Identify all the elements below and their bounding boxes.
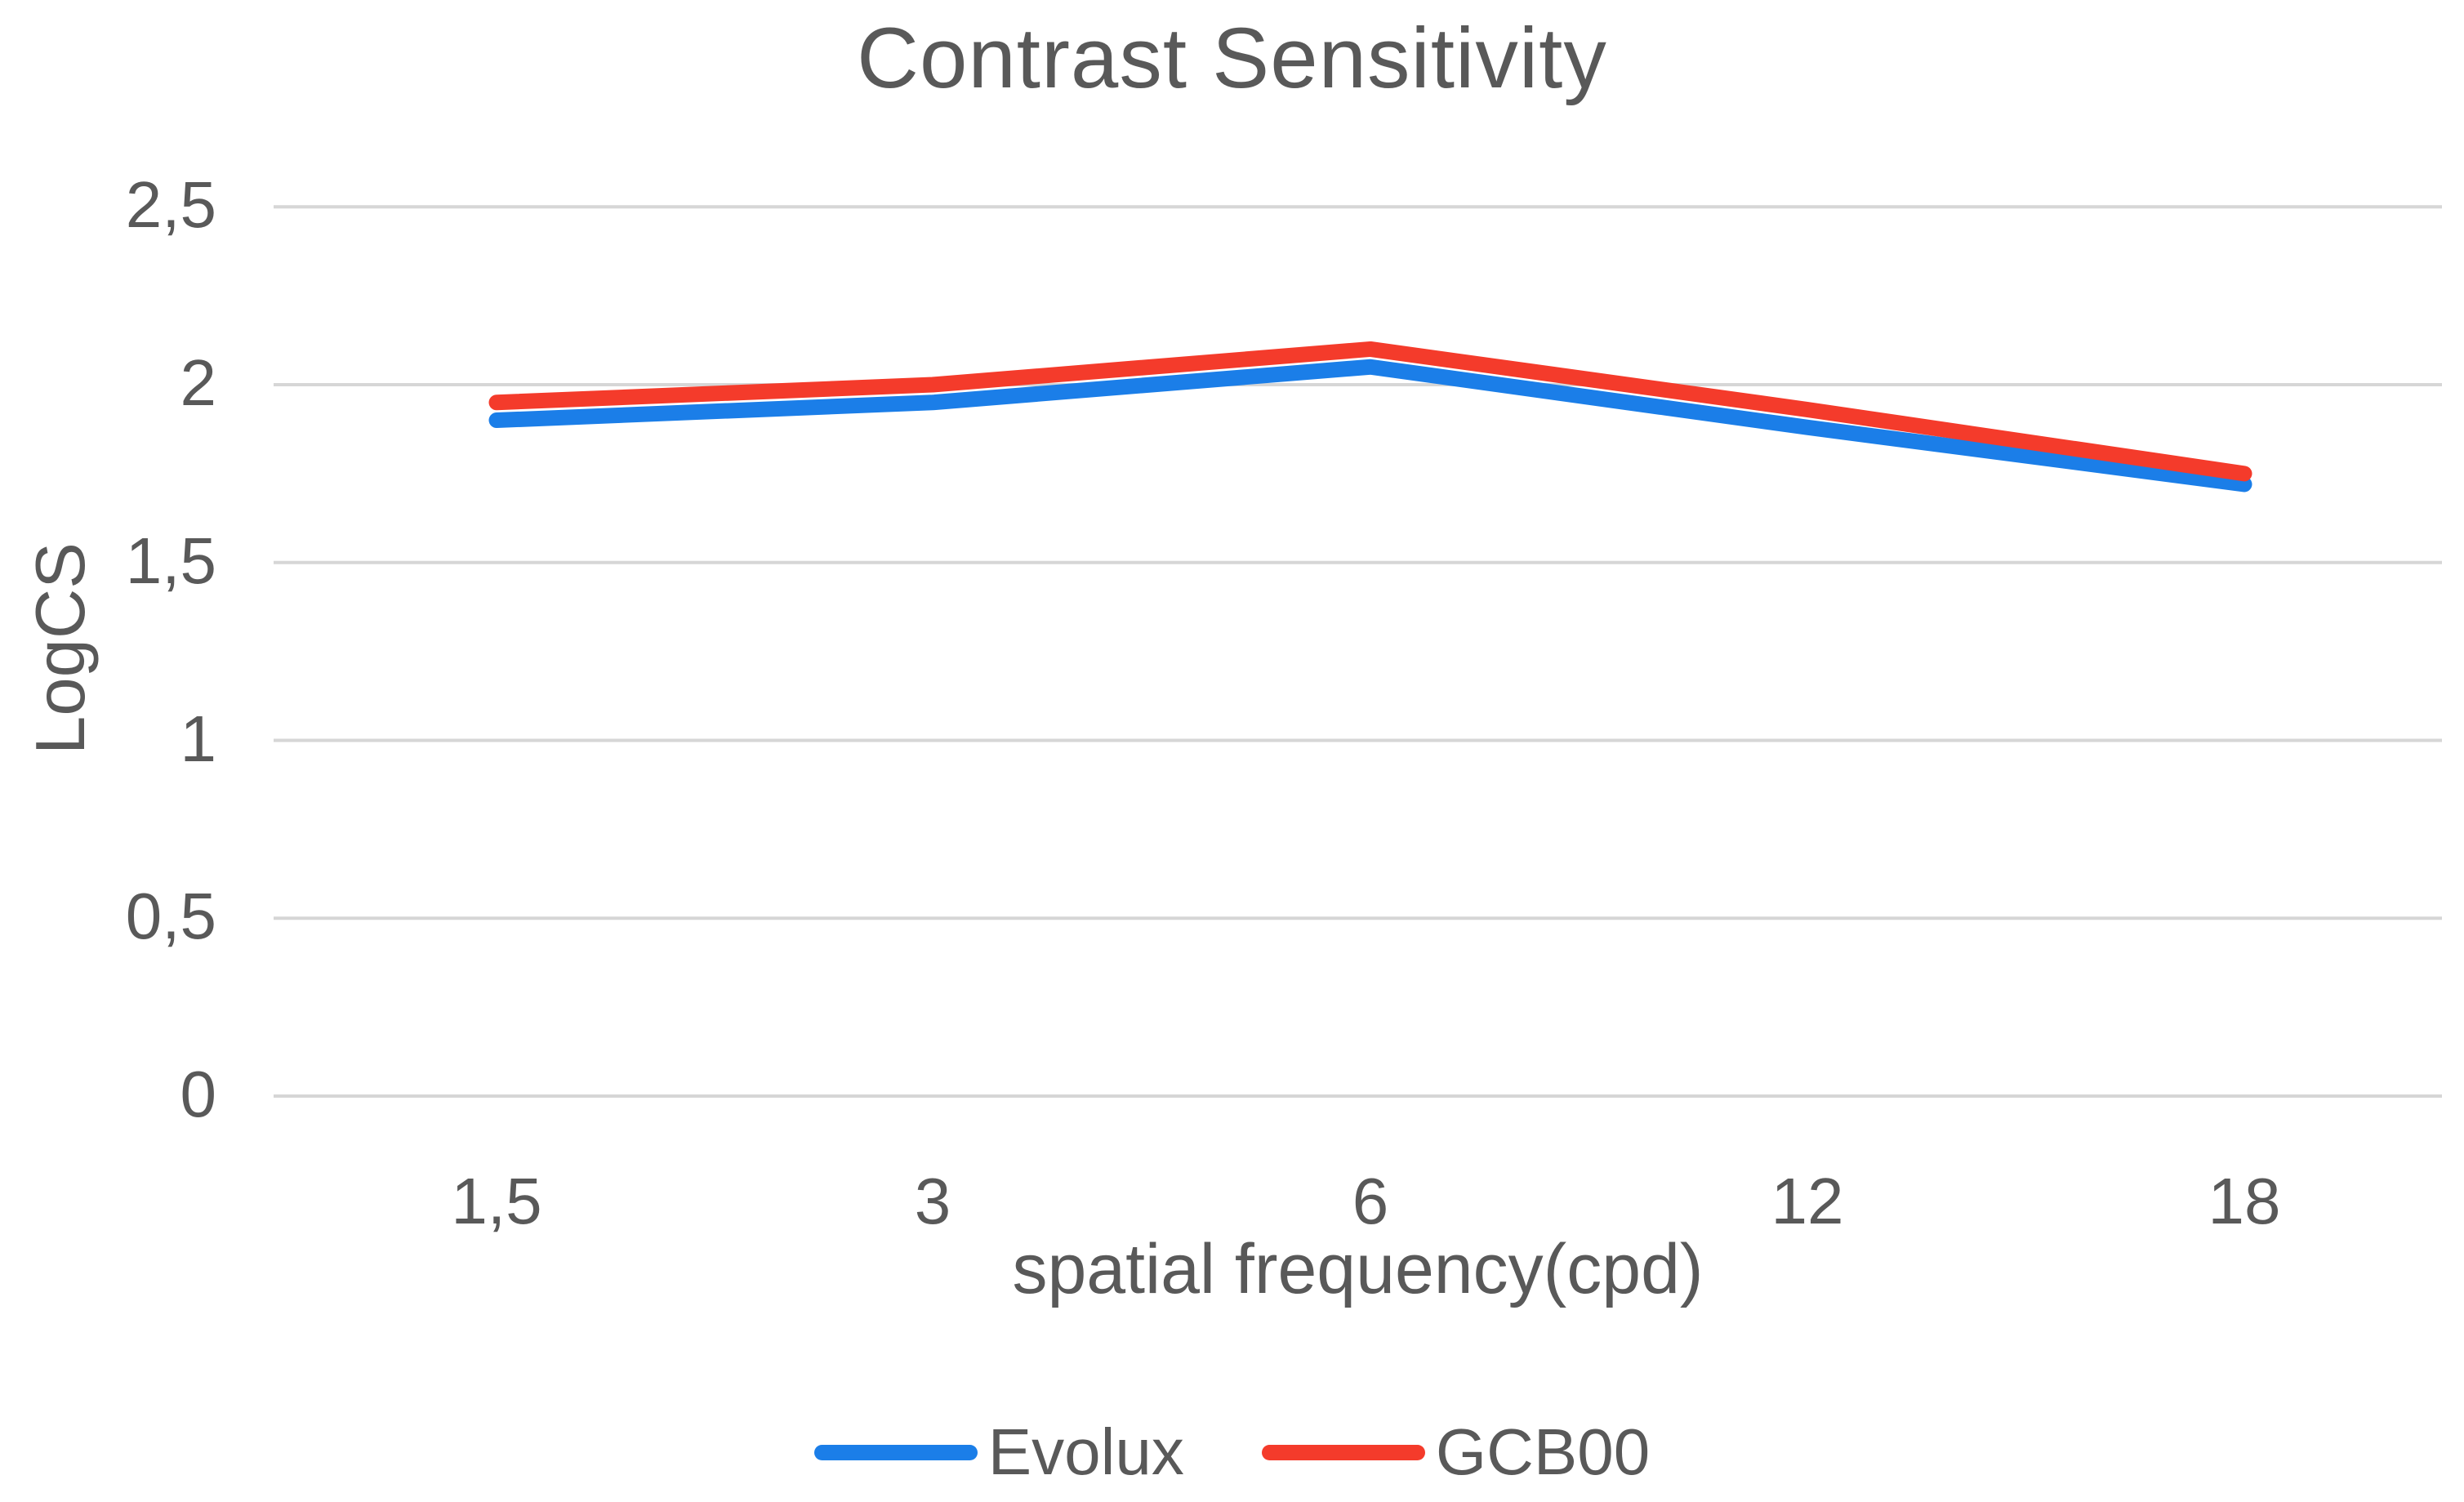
x-tick-label: 3 <box>914 1165 951 1237</box>
legend-item-gcb00: GCB00 <box>1261 1415 1651 1490</box>
legend-label: Evolux <box>987 1415 1184 1488</box>
x-tick-label: 1,5 <box>451 1165 542 1237</box>
x-tick-label: 12 <box>1771 1165 1844 1237</box>
legend: Evolux GCB00 <box>0 1415 2464 1490</box>
y-tick-label: 0,5 <box>125 880 216 953</box>
x-tick-label: 18 <box>2208 1165 2281 1237</box>
series-line-gcb00 <box>488 341 2252 482</box>
y-tick-label: 1,5 <box>125 524 216 597</box>
series-line-evolux <box>488 359 2252 492</box>
y-axis-title: LogCS <box>22 542 100 755</box>
x-tick-label: 6 <box>1352 1165 1389 1237</box>
legend-line-swatch <box>813 1444 978 1460</box>
y-tick-label: 2,5 <box>125 168 216 242</box>
x-axis-title: spatial frequency(cpd) <box>1012 1230 1704 1308</box>
y-tick-label: 1 <box>180 702 217 775</box>
y-tick-label: 2 <box>180 346 217 420</box>
y-tick-label: 0 <box>180 1058 217 1131</box>
legend-line-swatch <box>1261 1444 1425 1460</box>
chart-title: Contrast Sensitivity <box>857 11 1607 106</box>
legend-label: GCB00 <box>1435 1415 1651 1488</box>
legend-item-evolux: Evolux <box>813 1415 1184 1490</box>
